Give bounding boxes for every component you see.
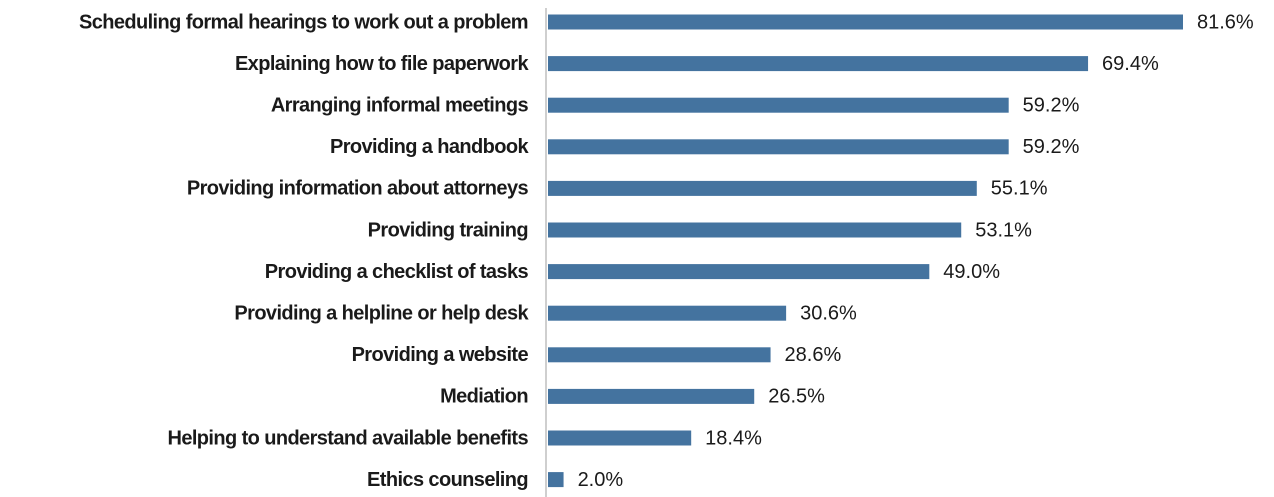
value-label: 81.6% [1197,11,1254,33]
category-label: Helping to understand available benefits [167,427,528,449]
category-label: Providing a handbook [330,136,529,158]
value-label: 59.2% [1023,136,1080,158]
bar [548,347,771,363]
value-label: 18.4% [705,427,762,449]
bar [548,139,1009,155]
value-label: 30.6% [800,302,857,324]
bar [548,222,962,238]
category-label: Scheduling formal hearings to work out a… [79,11,528,33]
category-label: Providing a helpline or help desk [234,302,529,324]
category-label: Ethics counseling [367,469,528,491]
value-label: 49.0% [943,261,1000,283]
bar [548,472,564,488]
bar [548,180,977,196]
category-label: Mediation [440,386,528,408]
value-label: 69.4% [1102,53,1159,75]
bar [548,430,692,446]
value-label: 28.6% [785,344,842,366]
category-label: Providing a website [352,344,529,366]
value-label: 55.1% [991,178,1048,200]
category-label: Providing training [368,219,528,241]
value-label: 53.1% [975,219,1032,241]
category-label: Providing a checklist of tasks [265,261,529,283]
category-label: Arranging informal meetings [271,94,529,116]
bar [548,264,930,280]
bar [548,305,787,321]
category-label: Explaining how to file paperwork [235,53,530,75]
bar [548,14,1183,30]
category-label: Providing information about attorneys [187,178,529,200]
value-label: 26.5% [768,386,825,408]
value-label: 59.2% [1023,94,1080,116]
value-label: 2.0% [578,469,624,491]
bar [548,97,1009,113]
bar [548,388,755,404]
bar [548,56,1089,72]
